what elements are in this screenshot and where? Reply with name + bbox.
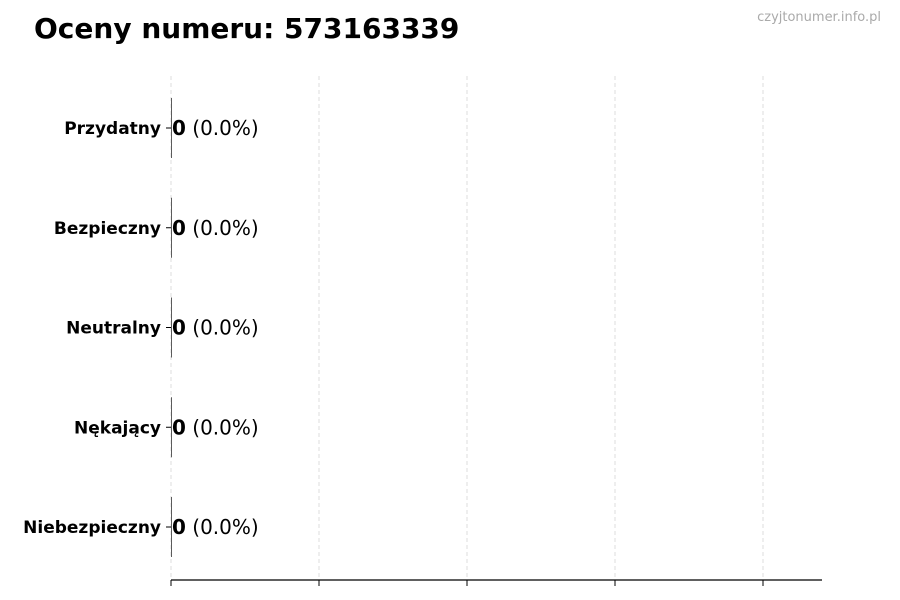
data-label-percent: (0.0%) <box>186 515 259 539</box>
y-tick-label: Przydatny <box>64 119 161 139</box>
data-label-count: 0 <box>172 415 186 439</box>
bar <box>171 98 172 158</box>
y-tick-label: Nękający <box>74 418 161 438</box>
watermark: czyjtonumer.info.pl <box>757 10 881 25</box>
y-tick-label: Neutralny <box>66 319 161 339</box>
data-label-percent: (0.0%) <box>186 116 259 140</box>
data-label-count: 0 <box>172 116 186 140</box>
chart-title: Oceny numeru: 573163339 <box>34 12 460 45</box>
data-label-percent: (0.0%) <box>186 316 259 340</box>
bar <box>171 497 172 557</box>
data-label: 0 (0.0%) <box>172 316 259 340</box>
bar <box>171 297 172 358</box>
data-label: 0 (0.0%) <box>172 216 259 240</box>
y-tick-label: Niebezpieczny <box>23 518 161 538</box>
bar <box>171 197 172 258</box>
data-label: 0 (0.0%) <box>172 515 259 539</box>
bar <box>171 397 172 458</box>
data-label-count: 0 <box>172 316 186 340</box>
data-label: 0 (0.0%) <box>172 415 259 439</box>
data-label: 0 (0.0%) <box>172 116 259 140</box>
y-tick-label: Bezpieczny <box>54 219 161 239</box>
data-label-percent: (0.0%) <box>186 216 259 240</box>
data-label-count: 0 <box>172 515 186 539</box>
data-label-percent: (0.0%) <box>186 415 259 439</box>
data-label-count: 0 <box>172 216 186 240</box>
